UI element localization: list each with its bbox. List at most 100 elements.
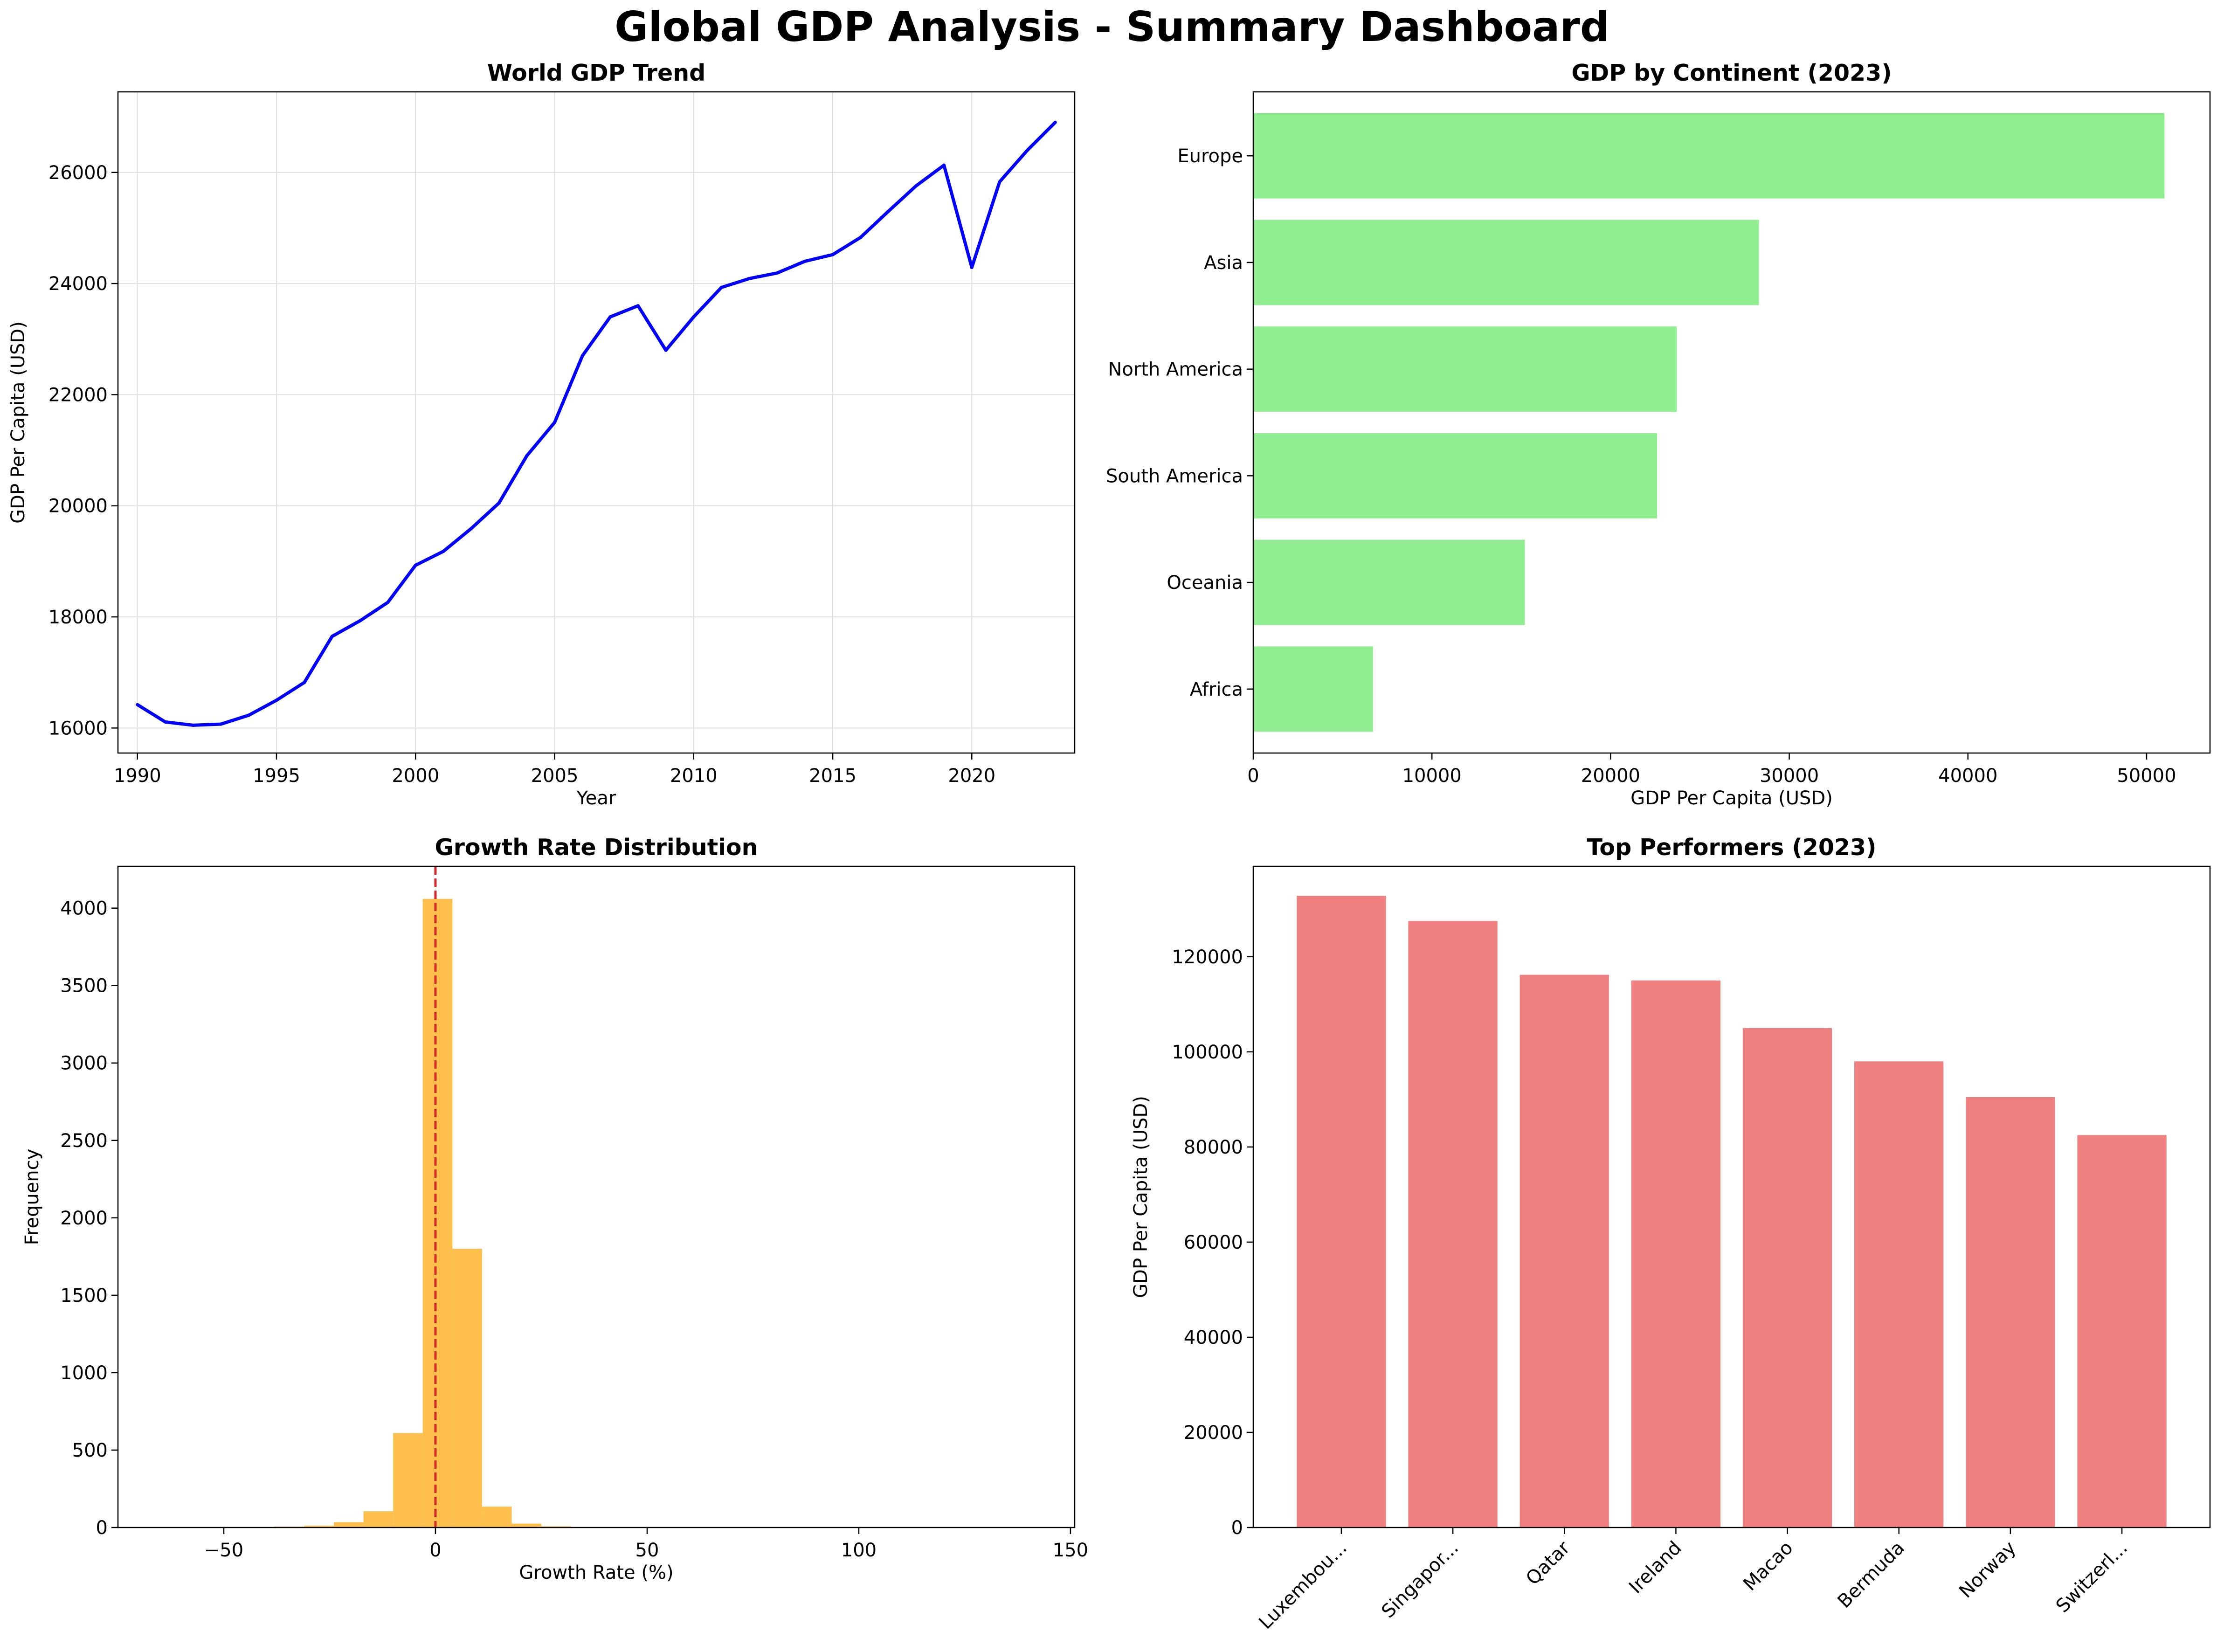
world-gdp-line — [136, 121, 1057, 727]
top-category-label: Ireland — [1625, 1537, 1685, 1598]
growth-ytick-label: 4000 — [60, 898, 108, 919]
top-category-label: Singapor... — [1377, 1537, 1463, 1623]
world-gdp-point — [580, 354, 584, 358]
continent-xtick-label: 50000 — [2117, 765, 2176, 787]
top-performer-bar — [1854, 1061, 1944, 1528]
top-performer-bar — [1631, 980, 1721, 1528]
world-gdp-point — [191, 723, 195, 727]
world-gdp-point — [859, 235, 863, 239]
world-gdp-point — [719, 285, 723, 289]
trend-xtick-label: 2005 — [531, 765, 579, 787]
gdp-by-continent-chart: GDP by Continent (2023) 0 10000 20000 30000 4… — [1106, 60, 2211, 809]
continent-category-label: South America — [1106, 465, 1243, 487]
top-ytick-label: 60000 — [1184, 1232, 1243, 1253]
continent-xtick-label: 0 — [1247, 765, 1259, 787]
top-performer-bar — [1520, 975, 1609, 1528]
growth-ytick-label: 1500 — [60, 1285, 108, 1306]
top-category-label: Switzerl... — [2052, 1537, 2132, 1617]
trend-xtick-label: 1995 — [253, 765, 300, 787]
histogram-bin — [482, 1507, 512, 1528]
continent-category-label: Asia — [1204, 252, 1243, 274]
growth-x-axis-label: Growth Rate (%) — [519, 1562, 673, 1583]
world-gdp-point — [414, 563, 417, 567]
growth-xtick-label: 150 — [1053, 1540, 1088, 1561]
world-gdp-point — [219, 722, 223, 726]
growth-xtick-label: 50 — [635, 1540, 659, 1561]
growth-ytick-label: 1000 — [60, 1362, 108, 1384]
world-gdp-point — [1026, 148, 1029, 152]
growth-ytick-label: 3500 — [60, 975, 108, 997]
world-gdp-point — [664, 348, 668, 352]
trend-xtick-label: 2015 — [809, 765, 856, 787]
growth-title: Growth Rate Distribution — [435, 834, 758, 861]
top-category-label: Norway — [1955, 1537, 2020, 1603]
world-gdp-point — [998, 180, 1001, 184]
world-gdp-point — [553, 421, 557, 424]
growth-axes-frame — [117, 865, 1076, 1528]
world-gdp-point — [747, 276, 751, 280]
histogram-bin — [393, 1433, 423, 1528]
world-gdp-point — [525, 454, 529, 457]
world-gdp-point — [942, 163, 946, 167]
growth-ytick-label: 2000 — [60, 1208, 108, 1229]
histogram-bin — [304, 1526, 334, 1528]
world-gdp-point — [803, 259, 807, 263]
trend-ytick-label: 20000 — [48, 496, 108, 517]
top-category-label: Qatar — [1522, 1537, 1575, 1590]
trend-ytick-label: 22000 — [48, 384, 108, 406]
continent-bar — [1253, 113, 2165, 199]
continent-bar — [1253, 326, 1677, 412]
top-category-label: Bermuda — [1834, 1537, 1909, 1612]
world-gdp-point — [1053, 121, 1057, 124]
top-performer-bar — [1297, 896, 1386, 1528]
continent-bar — [1253, 433, 1658, 518]
trend-axes-frame — [117, 91, 1076, 754]
dashboard-title: Global GDP Analysis - Summary Dashboard — [615, 3, 1609, 51]
trend-xtick-label: 2010 — [670, 765, 718, 787]
world-gdp-point — [442, 549, 445, 553]
growth-rate-distribution-chart: Growth Rate Distribution−50 0 50 100 1500500… — [21, 834, 1088, 1583]
top-performers-chart: Top Performers (2023) Luxembou... Singapor… — [1130, 834, 2211, 1634]
continent-axes-frame — [1252, 91, 2211, 754]
top-ytick-label: 0 — [1231, 1517, 1243, 1539]
world-gdp-point — [636, 304, 640, 308]
trend-y-axis-label: GDP Per Capita (USD) — [7, 321, 29, 524]
top-performer-bar — [1408, 921, 1498, 1528]
top-ytick-label: 100000 — [1172, 1042, 1243, 1063]
growth-y-axis-label: Frequency — [21, 1149, 43, 1245]
continent-bar — [1253, 539, 1525, 625]
continent-xtick-label: 30000 — [1760, 765, 1819, 787]
world-gdp-point — [497, 501, 501, 505]
continent-category-label: Europe — [1177, 145, 1243, 167]
top-axes-frame — [1252, 865, 2211, 1528]
continent-category-label: Oceania — [1167, 572, 1243, 594]
world-gdp-point — [831, 253, 835, 256]
trend-ytick-label: 16000 — [48, 718, 108, 739]
trend-ytick-label: 24000 — [48, 273, 108, 295]
top-performer-bar — [1742, 1028, 1832, 1528]
continent-xtick-label: 10000 — [1402, 765, 1462, 787]
top-ytick-label: 20000 — [1184, 1422, 1243, 1444]
continent-x-axis-label: GDP Per Capita (USD) — [1630, 788, 1833, 809]
world-gdp-point — [303, 681, 306, 684]
histogram-bin — [363, 1511, 394, 1528]
world-gdp-point — [163, 720, 167, 724]
histogram-bin — [334, 1522, 364, 1528]
continent-category-label: Africa — [1190, 679, 1243, 700]
trend-x-axis-label: Year — [576, 788, 616, 809]
top-category-label: Luxembou... — [1255, 1537, 1351, 1634]
top-category-label: Macao — [1739, 1537, 1797, 1595]
world-gdp-point — [330, 635, 334, 638]
trend-xtick-label: 1990 — [114, 765, 161, 787]
continent-category-label: North America — [1108, 359, 1243, 380]
trend-title: World GDP Trend — [487, 60, 705, 86]
trend-ytick-label: 26000 — [48, 162, 108, 184]
world-gdp-point — [386, 601, 390, 604]
world-gdp-point — [358, 619, 362, 622]
growth-xtick-label: −50 — [204, 1540, 243, 1561]
growth-ytick-label: 2500 — [60, 1130, 108, 1152]
histogram-bin — [541, 1526, 571, 1528]
continent-bar — [1253, 220, 1759, 305]
top-ytick-label: 40000 — [1184, 1327, 1243, 1348]
